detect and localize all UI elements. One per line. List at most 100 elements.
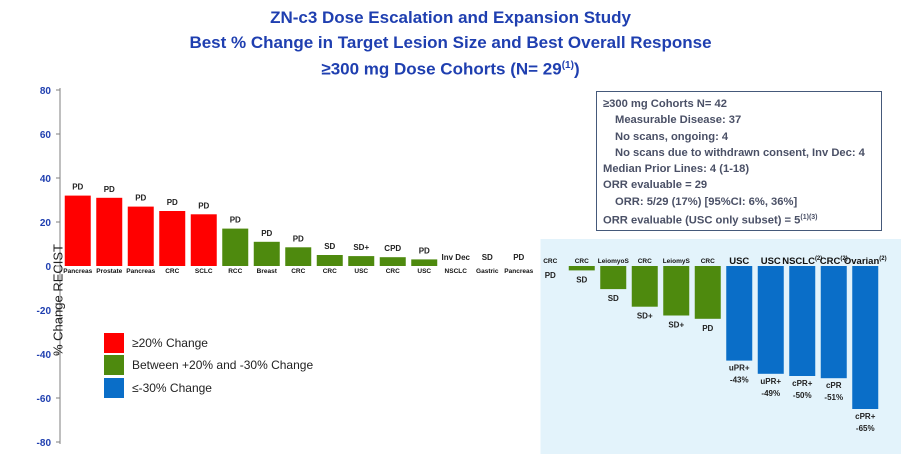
y-tick-label: 20: [40, 218, 52, 229]
response-label: cPR: [826, 381, 842, 390]
bar: [64, 195, 91, 266]
category-label: USC: [761, 256, 781, 267]
category-footnote: (2): [815, 256, 822, 262]
category-label: CRC: [165, 268, 179, 275]
response-label: PD: [230, 216, 241, 225]
response-label: cPR+: [792, 379, 813, 388]
bar: [757, 266, 784, 374]
summary-line-no-scans-withdrawn: No scans due to withdrawn consent, Inv D…: [615, 146, 865, 159]
response-label: cPR+: [855, 412, 876, 421]
category-label: CRC: [291, 268, 305, 275]
summary-line-cohorts: ≥300 mg Cohorts N= 42: [603, 98, 727, 110]
percent-label: -51%: [824, 393, 843, 402]
y-tick-label: -20: [37, 306, 52, 317]
legend-item-stable: Between +20% and -30% Change: [104, 355, 313, 376]
response-label: PD: [513, 253, 524, 262]
response-label: PD: [198, 201, 209, 210]
cohort-title-close: ): [573, 59, 580, 79]
category-label: CRC: [638, 258, 652, 265]
category-label: SCLC: [195, 268, 213, 275]
summary-line-prior-lines: Median Prior Lines: 4 (1-18): [603, 163, 750, 176]
response-label: SD: [482, 253, 493, 262]
category-label: NSCLC: [445, 268, 468, 275]
bar: [253, 241, 280, 266]
cohort-summary-box: ≥300 mg Cohorts N= 42 Measurable Disease…: [596, 91, 882, 231]
response-label: uPR+: [729, 364, 750, 373]
y-tick-label: -60: [37, 394, 52, 405]
chart-cohort-title: ≥300 mg Dose Cohorts (N= 29(1)): [0, 54, 901, 81]
legend-label: ≤-30% Change: [132, 380, 212, 395]
summary-line-orr-evaluable: ORR evaluable = 29: [603, 179, 708, 192]
usc-subset-text: ORR evaluable (USC only subset) = 5: [603, 214, 801, 227]
category-label: Pancreas: [63, 268, 92, 275]
category-label: USC: [354, 268, 368, 275]
bar: [663, 266, 690, 316]
response-label: PD: [261, 229, 272, 238]
response-label: PD: [702, 324, 713, 333]
category-footnote: (2): [840, 256, 847, 262]
bar: [285, 247, 312, 266]
y-tick-label: 60: [40, 130, 52, 141]
summary-line-no-scans-ongoing: No scans, ongoing: 4: [615, 130, 729, 143]
category-label: RCC: [228, 268, 242, 275]
y-tick-label: -80: [37, 438, 52, 449]
chart-title: ZN-c3 Dose Escalation and Expansion Stud…: [270, 8, 631, 27]
response-label: Inv Dec: [442, 253, 471, 262]
bar: [789, 266, 816, 376]
category-label: CRC: [543, 258, 557, 265]
bar: [631, 266, 658, 307]
bar: [316, 255, 343, 266]
category-label: CRC: [701, 258, 715, 265]
response-label: SD+: [637, 312, 653, 321]
chart-subtitle: Best % Change in Target Lesion Size and …: [189, 33, 712, 52]
cohort-title-footnote: (1): [561, 60, 574, 71]
percent-label: -65%: [856, 424, 875, 433]
category-label: LeiomyoS: [598, 258, 630, 265]
bar: [568, 266, 595, 271]
response-label: SD: [324, 242, 335, 251]
summary-line-measurable: Measurable Disease: 37: [615, 114, 742, 127]
response-label: SD: [608, 294, 619, 303]
bar: [600, 266, 627, 290]
category-label: CRC: [323, 268, 337, 275]
legend-swatch-green: [104, 355, 124, 375]
bar: [852, 266, 879, 409]
summary-line-usc-subset: ORR evaluable (USC only subset) = 5(1)(3…: [603, 210, 875, 229]
bar: [411, 259, 438, 266]
legend-swatch-red: [104, 332, 124, 353]
category-label: CRC: [575, 258, 589, 265]
y-tick-label: 80: [40, 86, 52, 97]
response-label: SD: [576, 275, 587, 284]
category-label: Pancreas: [126, 268, 155, 275]
bar: [222, 228, 249, 266]
response-label: PD: [72, 183, 83, 192]
category-label: Prostate: [96, 268, 122, 275]
category-label: Gastric: [476, 268, 499, 275]
bar: [694, 266, 721, 319]
bar: [820, 266, 847, 379]
legend: ≥20% Change Between +20% and -30% Change…: [104, 332, 313, 400]
y-tick-label: 40: [40, 174, 52, 185]
y-tick-label: 0: [45, 262, 51, 273]
response-label: PD: [104, 185, 115, 194]
category-label: Ovarian(2): [844, 256, 887, 267]
bar: [159, 211, 186, 266]
y-axis-label: % Change RECIST: [50, 244, 66, 356]
cohort-title-text: ≥300 mg Dose Cohorts (N= 29: [321, 59, 562, 79]
response-label: uPR+: [760, 377, 781, 386]
category-footnote: (2): [879, 256, 886, 262]
bar: [96, 197, 123, 266]
category-label: CRC(2): [820, 256, 848, 267]
bar: [379, 257, 406, 266]
legend-label: Between +20% and -30% Change: [132, 358, 314, 372]
bar: [190, 214, 217, 266]
category-label: CRC: [386, 268, 400, 275]
usc-subset-footnote: (1)(3): [800, 214, 818, 222]
legend-item-increase: ≥20% Change: [104, 332, 313, 353]
category-label: USC: [417, 268, 431, 275]
response-label: PD: [419, 246, 430, 255]
category-label: Breast: [257, 268, 278, 275]
category-label: NSCLC(2): [782, 256, 822, 267]
bar: [127, 206, 154, 266]
